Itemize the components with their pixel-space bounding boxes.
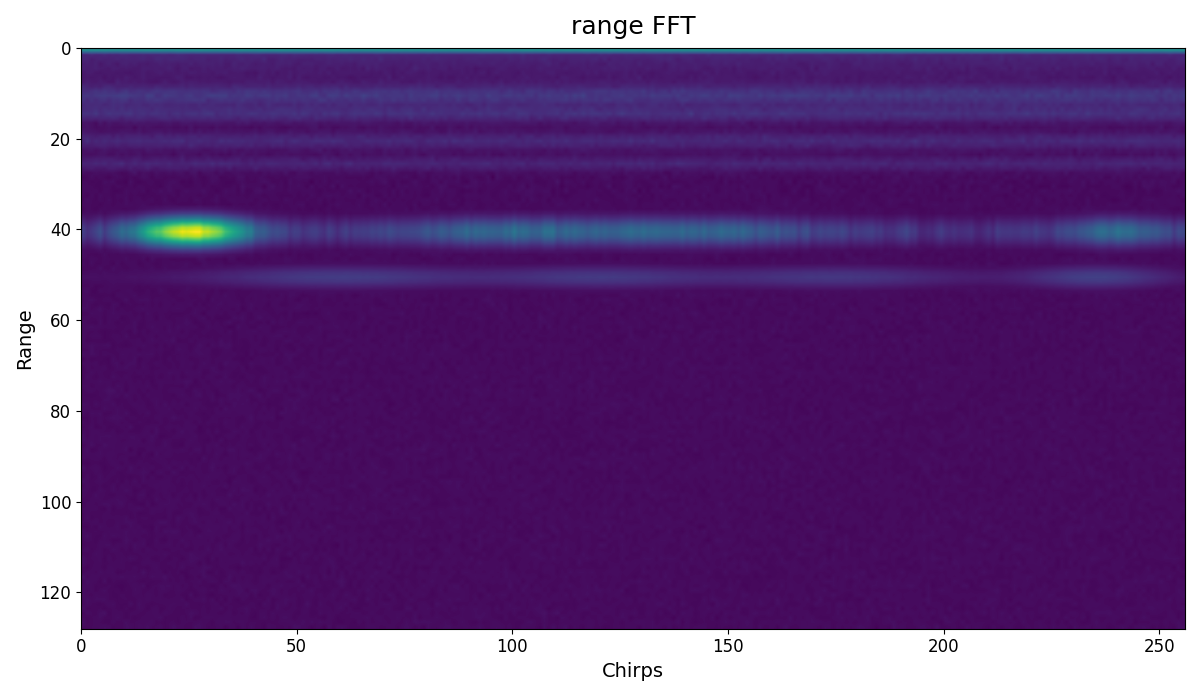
X-axis label: Chirps: Chirps <box>602 662 664 681</box>
Y-axis label: Range: Range <box>14 308 34 369</box>
Title: range FFT: range FFT <box>571 15 695 39</box>
